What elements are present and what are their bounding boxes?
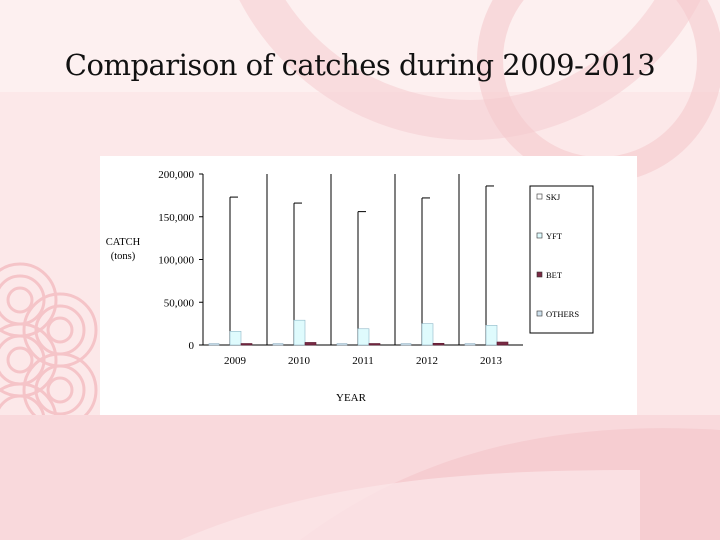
x-tick-label: 2009 [224,355,247,367]
legend-swatch [536,271,543,278]
x-tick-label: 2013 [480,355,503,367]
bar-yft [229,331,242,346]
bar-yft [293,319,306,346]
bar-bet [368,343,381,346]
bar-others [208,343,220,346]
legend-label: SKJ [546,192,561,202]
y-axis-label: CATCH [106,237,141,248]
x-tick-label: 2012 [416,355,438,367]
bar-yft [421,323,434,346]
y-tick-label: 150,000 [158,212,194,224]
x-tick-label: 2011 [352,355,374,367]
legend-label: OTHERS [546,309,579,319]
slide-title: Comparison of catches during 2009-2013 [64,48,656,82]
y-tick-label: 200,000 [158,169,194,181]
bar-yft [357,328,370,346]
bar-bet [304,342,317,346]
bar-others [464,343,476,346]
legend-swatch [536,310,543,317]
chart-panel: 0 50,000 100,000 150,000 200,000 CATCH (tons) 2… [100,156,637,415]
y-tick-label: 100,000 [158,255,194,267]
bar-bet [496,341,509,346]
bar-chart: 0 50,000 100,000 150,000 200,000 CATCH (tons) 2… [106,169,594,404]
legend-label: YFT [546,231,563,241]
legend-swatch [536,193,543,200]
bar-others [400,343,412,346]
bar-others [336,343,348,346]
y-tick-label: 0 [189,340,195,352]
legend-swatch [536,232,543,239]
bar-bet [432,342,445,346]
legend-label: BET [546,270,563,280]
bar-bet [240,343,253,346]
bar-yft [485,325,498,346]
legend-box [529,185,594,334]
x-axis-label: YEAR [336,392,367,404]
y-axis-label: (tons) [111,251,136,262]
y-tick-label: 50,000 [164,297,195,309]
bar-others [272,343,284,346]
x-tick-label: 2010 [288,355,311,367]
